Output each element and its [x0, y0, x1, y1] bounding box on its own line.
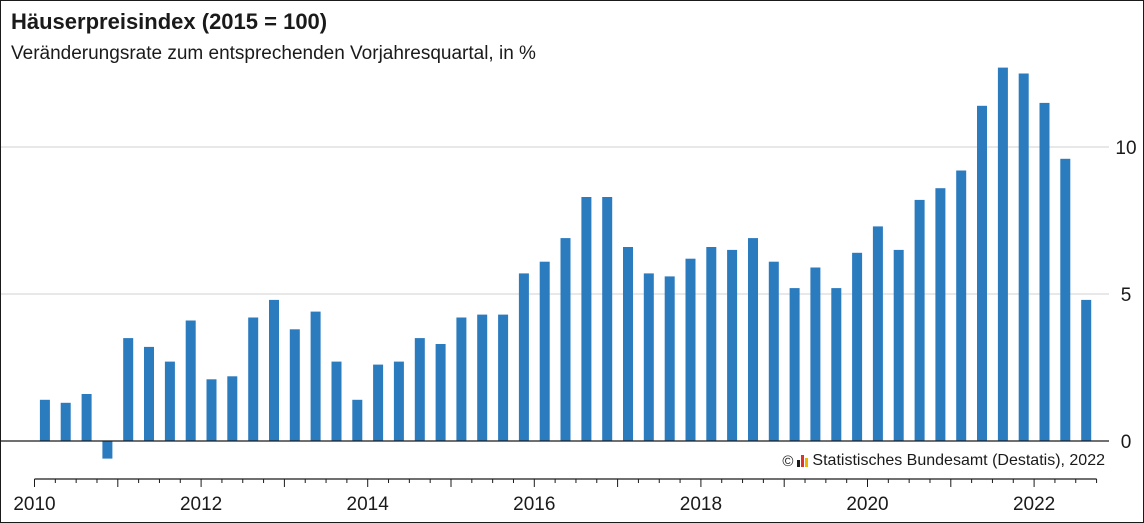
x-tick-label: 2012	[180, 494, 222, 515]
copyright-symbol: ©	[782, 452, 794, 470]
bar	[831, 288, 842, 441]
bar	[1039, 102, 1050, 442]
bar	[768, 261, 779, 441]
bar	[352, 399, 363, 441]
bar	[1018, 73, 1029, 441]
bar	[581, 197, 592, 441]
y-tick-label: 10	[1115, 138, 1136, 159]
bar	[227, 376, 238, 441]
bar	[123, 338, 134, 441]
bar	[914, 199, 925, 441]
bars	[39, 67, 1092, 459]
bar	[935, 188, 946, 441]
bar	[414, 338, 425, 441]
x-tick-label: 2010	[13, 494, 55, 515]
bar	[643, 273, 654, 441]
bar	[456, 317, 467, 441]
axes: 0 5 10 2010 2012 2014 2016 2018 2020 2022	[1, 138, 1137, 515]
bar	[539, 261, 550, 441]
bar	[1081, 299, 1092, 441]
x-tick-label: 2018	[680, 494, 722, 515]
bar	[560, 238, 571, 441]
source-text: Statistisches Bundesamt (Destatis), 2022	[812, 452, 1105, 469]
bar	[206, 379, 217, 441]
bar	[664, 276, 675, 441]
bar	[269, 299, 279, 441]
x-tick-label: 2020	[846, 494, 888, 515]
destatis-logo-icon	[797, 455, 809, 467]
bar	[373, 364, 384, 441]
bar	[789, 288, 800, 441]
bar	[81, 394, 92, 441]
bar	[727, 249, 738, 441]
bar	[518, 273, 529, 441]
chart-title: Häuserpreisindex (2015 = 100)	[11, 9, 328, 34]
bar	[144, 346, 154, 441]
bar	[977, 105, 987, 442]
bar	[39, 399, 50, 441]
bar	[893, 249, 904, 441]
chart-subtitle: Veränderungsrate zum entsprechenden Vorj…	[11, 43, 536, 64]
y-tick-label: 5	[1121, 285, 1132, 306]
bar	[498, 314, 509, 441]
bar	[477, 314, 488, 441]
bar	[60, 402, 71, 441]
bar	[602, 197, 613, 441]
bar	[185, 320, 196, 441]
x-tick-label: 2016	[513, 494, 555, 515]
bar	[102, 441, 113, 459]
bar	[748, 238, 758, 441]
bar	[810, 267, 821, 441]
bar	[872, 226, 883, 441]
x-tick-label: 2022	[1013, 494, 1055, 515]
y-tick-label: 0	[1121, 432, 1132, 453]
bar	[164, 361, 175, 441]
source-note: © Statistisches Bundesamt (Destatis), 20…	[780, 452, 1107, 470]
bar	[1060, 158, 1071, 442]
bar	[997, 67, 1008, 441]
bar	[248, 317, 259, 441]
bar	[393, 361, 404, 441]
bar	[331, 361, 342, 441]
bar	[435, 344, 446, 441]
bar	[852, 252, 863, 441]
x-tick-label: 2014	[347, 494, 390, 515]
bar	[310, 311, 321, 441]
bar	[706, 247, 717, 441]
bar	[956, 170, 967, 441]
bar	[623, 247, 633, 441]
bar	[685, 258, 696, 441]
bar	[289, 329, 300, 441]
